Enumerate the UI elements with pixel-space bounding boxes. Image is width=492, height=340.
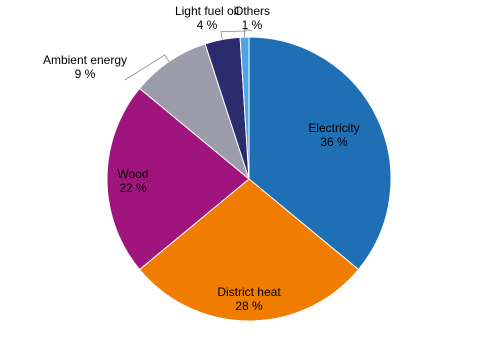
- pie-slice: [239, 36, 250, 180]
- slice-label: Others: [234, 4, 270, 18]
- value-label: 22 %: [119, 181, 147, 195]
- value-label: 1 %: [242, 18, 263, 32]
- slice-label: District heat: [217, 285, 281, 299]
- pie-slice: [138, 43, 251, 181]
- leader-line: [220, 30, 248, 40]
- slice-label: Wood: [117, 167, 148, 181]
- leader-line: [124, 54, 170, 81]
- leader-line: [243, 28, 253, 38]
- pie-slice: [248, 36, 392, 271]
- slice-label: Electricity: [308, 121, 359, 135]
- value-label: 9 %: [75, 67, 96, 81]
- value-label: 28 %: [235, 299, 263, 313]
- value-label: 36 %: [320, 135, 348, 149]
- slice-label: Light fuel oil: [175, 4, 239, 18]
- pie-slice: [138, 178, 360, 322]
- slice-label: Ambient energy: [43, 53, 127, 67]
- pie-slice: [106, 87, 250, 271]
- value-label: 4 %: [197, 18, 218, 32]
